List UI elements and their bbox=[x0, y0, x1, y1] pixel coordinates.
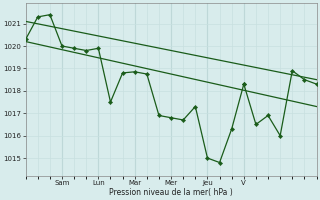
X-axis label: Pression niveau de la mer( hPa ): Pression niveau de la mer( hPa ) bbox=[109, 188, 233, 197]
